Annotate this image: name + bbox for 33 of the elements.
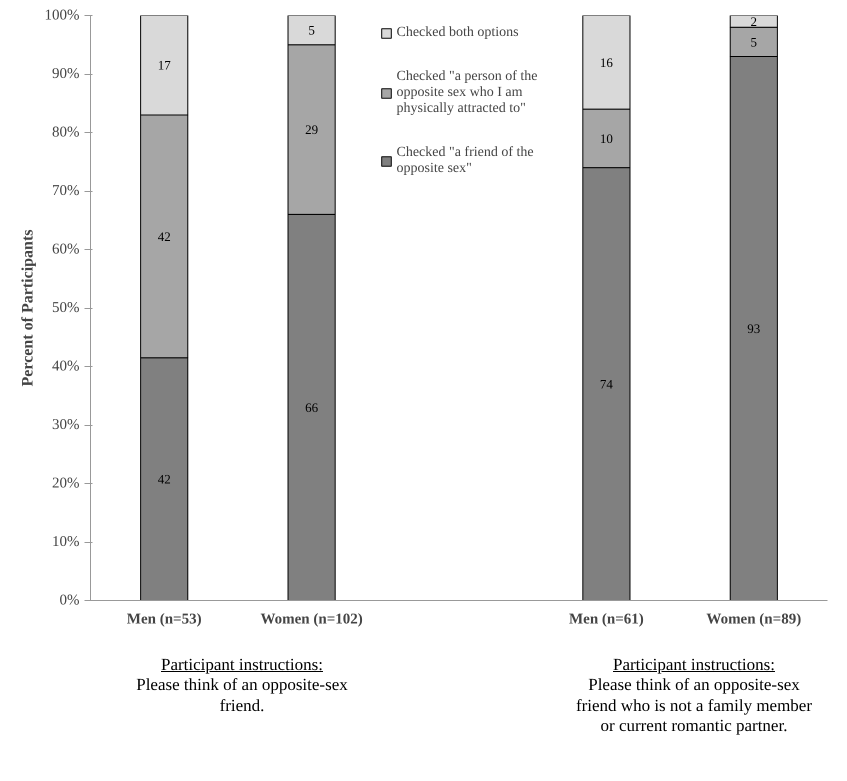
legend-label: Checked "a friend of the opposite sex"	[396, 145, 534, 177]
y-tick-label: 40%	[52, 358, 80, 374]
y-axis-title: Percent of Participants	[20, 229, 37, 386]
legend-label: Checked both options	[396, 25, 519, 41]
text: Participant instructions: Please think of an opposite-sex friend who is not a family member or current romantic partner.	[576, 655, 812, 737]
y-tick-label: 50%	[52, 300, 80, 316]
data-label: 10	[600, 130, 613, 146]
y-tick-label: 90%	[52, 66, 80, 82]
data-label: 93	[747, 320, 760, 336]
y-tick-label: 70%	[52, 183, 80, 199]
y-tick-label: 60%	[52, 242, 80, 258]
x-tick-label: Women (n=102)	[260, 612, 363, 628]
data-label: 17	[158, 58, 172, 73]
data-label: 29	[305, 122, 318, 138]
legend-label: Checked "a person of the opposite sex who I am physically attracted to"	[396, 69, 538, 117]
data-label: 5	[308, 22, 315, 38]
y-tick-label: 10%	[52, 534, 80, 550]
data-label: 5	[750, 34, 758, 50]
y-tick-label: 20%	[52, 476, 80, 492]
x-tick-label: Men (n=53)	[126, 612, 202, 628]
y-tick-label: 100%	[44, 8, 80, 24]
data-label: 2	[750, 14, 758, 29]
data-label: 16	[600, 54, 614, 70]
data-label: 74	[600, 376, 614, 392]
y-tick-label: 30%	[52, 417, 80, 433]
y-tick-label: 0%	[60, 592, 80, 608]
y-tick-label: 80%	[52, 124, 80, 140]
data-label: 66	[305, 400, 319, 415]
data-label: 42	[158, 228, 171, 244]
data-label: 42	[158, 472, 171, 487]
text: Participant instructions: Please think of an opposite-sex friend.	[136, 655, 348, 716]
x-tick-label: Women (n=89)	[706, 612, 802, 628]
x-tick-label: Men (n=61)	[569, 612, 644, 628]
